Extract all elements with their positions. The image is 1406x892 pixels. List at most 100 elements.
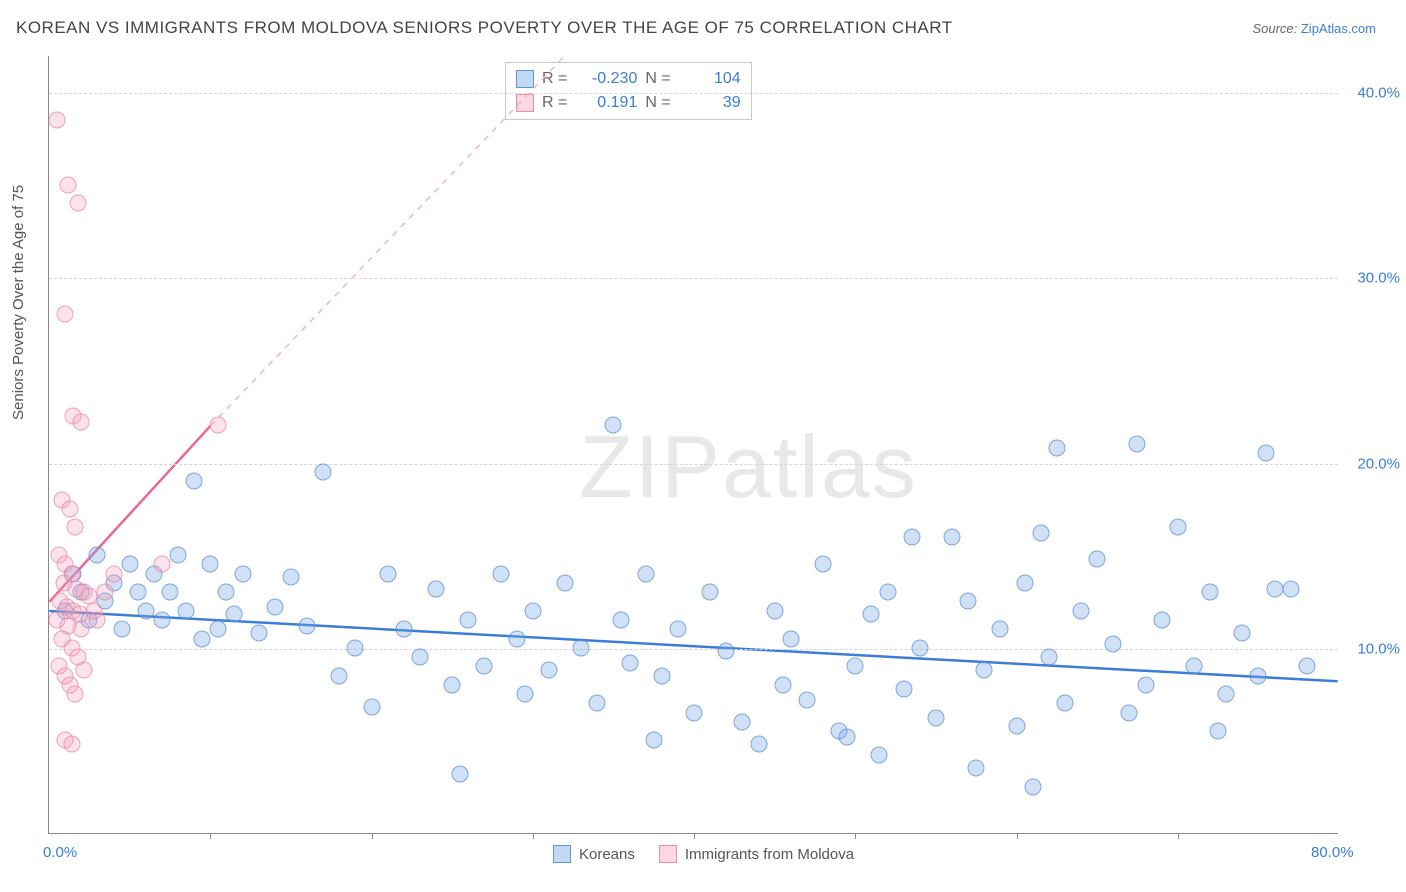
data-point [299,617,316,634]
data-point [1218,686,1235,703]
data-point [76,662,93,679]
data-point [73,621,90,638]
data-point [121,556,138,573]
data-point [766,602,783,619]
x-tick-mark [372,833,373,839]
data-point [669,621,686,638]
data-point [444,676,461,693]
legend-item-koreans: Koreans [553,845,635,863]
x-tick-mark [210,833,211,839]
data-point [66,686,83,703]
data-point [573,639,590,656]
data-point [960,593,977,610]
data-point [60,176,77,193]
data-point [66,519,83,536]
data-point [89,547,106,564]
data-point [363,699,380,716]
data-point [61,500,78,517]
swatch-blue-icon [516,70,534,88]
data-point [492,565,509,582]
data-point [428,580,445,597]
gridline [49,93,1338,94]
data-point [1282,580,1299,597]
data-point [1024,778,1041,795]
legend-item-moldova: Immigrants from Moldova [659,845,854,863]
data-point [63,736,80,753]
data-point [613,611,630,628]
data-point [645,732,662,749]
data-point [1008,717,1025,734]
data-point [1298,658,1315,675]
y-tick-label: 30.0% [1357,270,1400,287]
source-prefix: Source: [1252,21,1300,36]
watermark: ZIPatlas [579,416,918,518]
gridline [49,649,1338,650]
data-point [1048,439,1065,456]
data-point [379,565,396,582]
gridline [49,464,1338,465]
data-point [452,765,469,782]
data-point [774,676,791,693]
data-point [460,611,477,628]
stat-value-n-pink: 39 [679,91,741,115]
watermark-thin: atlas [722,417,918,516]
data-point [1258,445,1275,462]
data-point [186,473,203,490]
data-point [524,602,541,619]
data-point [226,606,243,623]
y-axis-label: Seniors Poverty Over the Age of 75 [10,185,27,420]
data-point [944,528,961,545]
data-point [250,624,267,641]
data-point [1202,584,1219,601]
data-point [903,528,920,545]
data-point [1250,667,1267,684]
data-point [863,606,880,623]
data-point [86,602,103,619]
x-tick-mark [1178,833,1179,839]
data-point [540,662,557,679]
y-tick-label: 10.0% [1357,640,1400,657]
data-point [702,584,719,601]
data-point [1089,550,1106,567]
data-point [161,584,178,601]
source-link[interactable]: ZipAtlas.com [1301,21,1376,36]
data-point [129,584,146,601]
stats-row-moldova: R = 0.191 N = 39 [516,91,741,115]
data-point [1105,636,1122,653]
data-point [1266,580,1283,597]
data-point [411,649,428,666]
data-point [798,691,815,708]
stat-value-n-blue: 104 [679,67,741,91]
data-point [153,611,170,628]
data-point [911,639,928,656]
source-attribution: Source: ZipAtlas.com [1252,21,1376,36]
x-tick-label: 0.0% [43,844,77,861]
x-tick-mark [1017,833,1018,839]
swatch-pink-icon [516,94,534,112]
data-point [282,569,299,586]
data-point [202,556,219,573]
data-point [395,621,412,638]
swatch-blue-icon [553,845,571,863]
data-point [105,565,122,582]
data-point [178,602,195,619]
data-point [750,736,767,753]
data-point [508,630,525,647]
data-point [70,195,87,212]
data-point [557,574,574,591]
data-point [1121,704,1138,721]
data-point [968,760,985,777]
data-point [637,565,654,582]
legend-label: Immigrants from Moldova [685,846,854,863]
data-point [621,654,638,671]
data-point [1169,519,1186,536]
data-point [686,704,703,721]
y-tick-label: 40.0% [1357,85,1400,102]
stat-value-r-pink: 0.191 [575,91,637,115]
data-point [815,556,832,573]
data-point [347,639,364,656]
data-point [194,630,211,647]
data-point [1056,695,1073,712]
data-point [170,547,187,564]
data-point [605,417,622,434]
